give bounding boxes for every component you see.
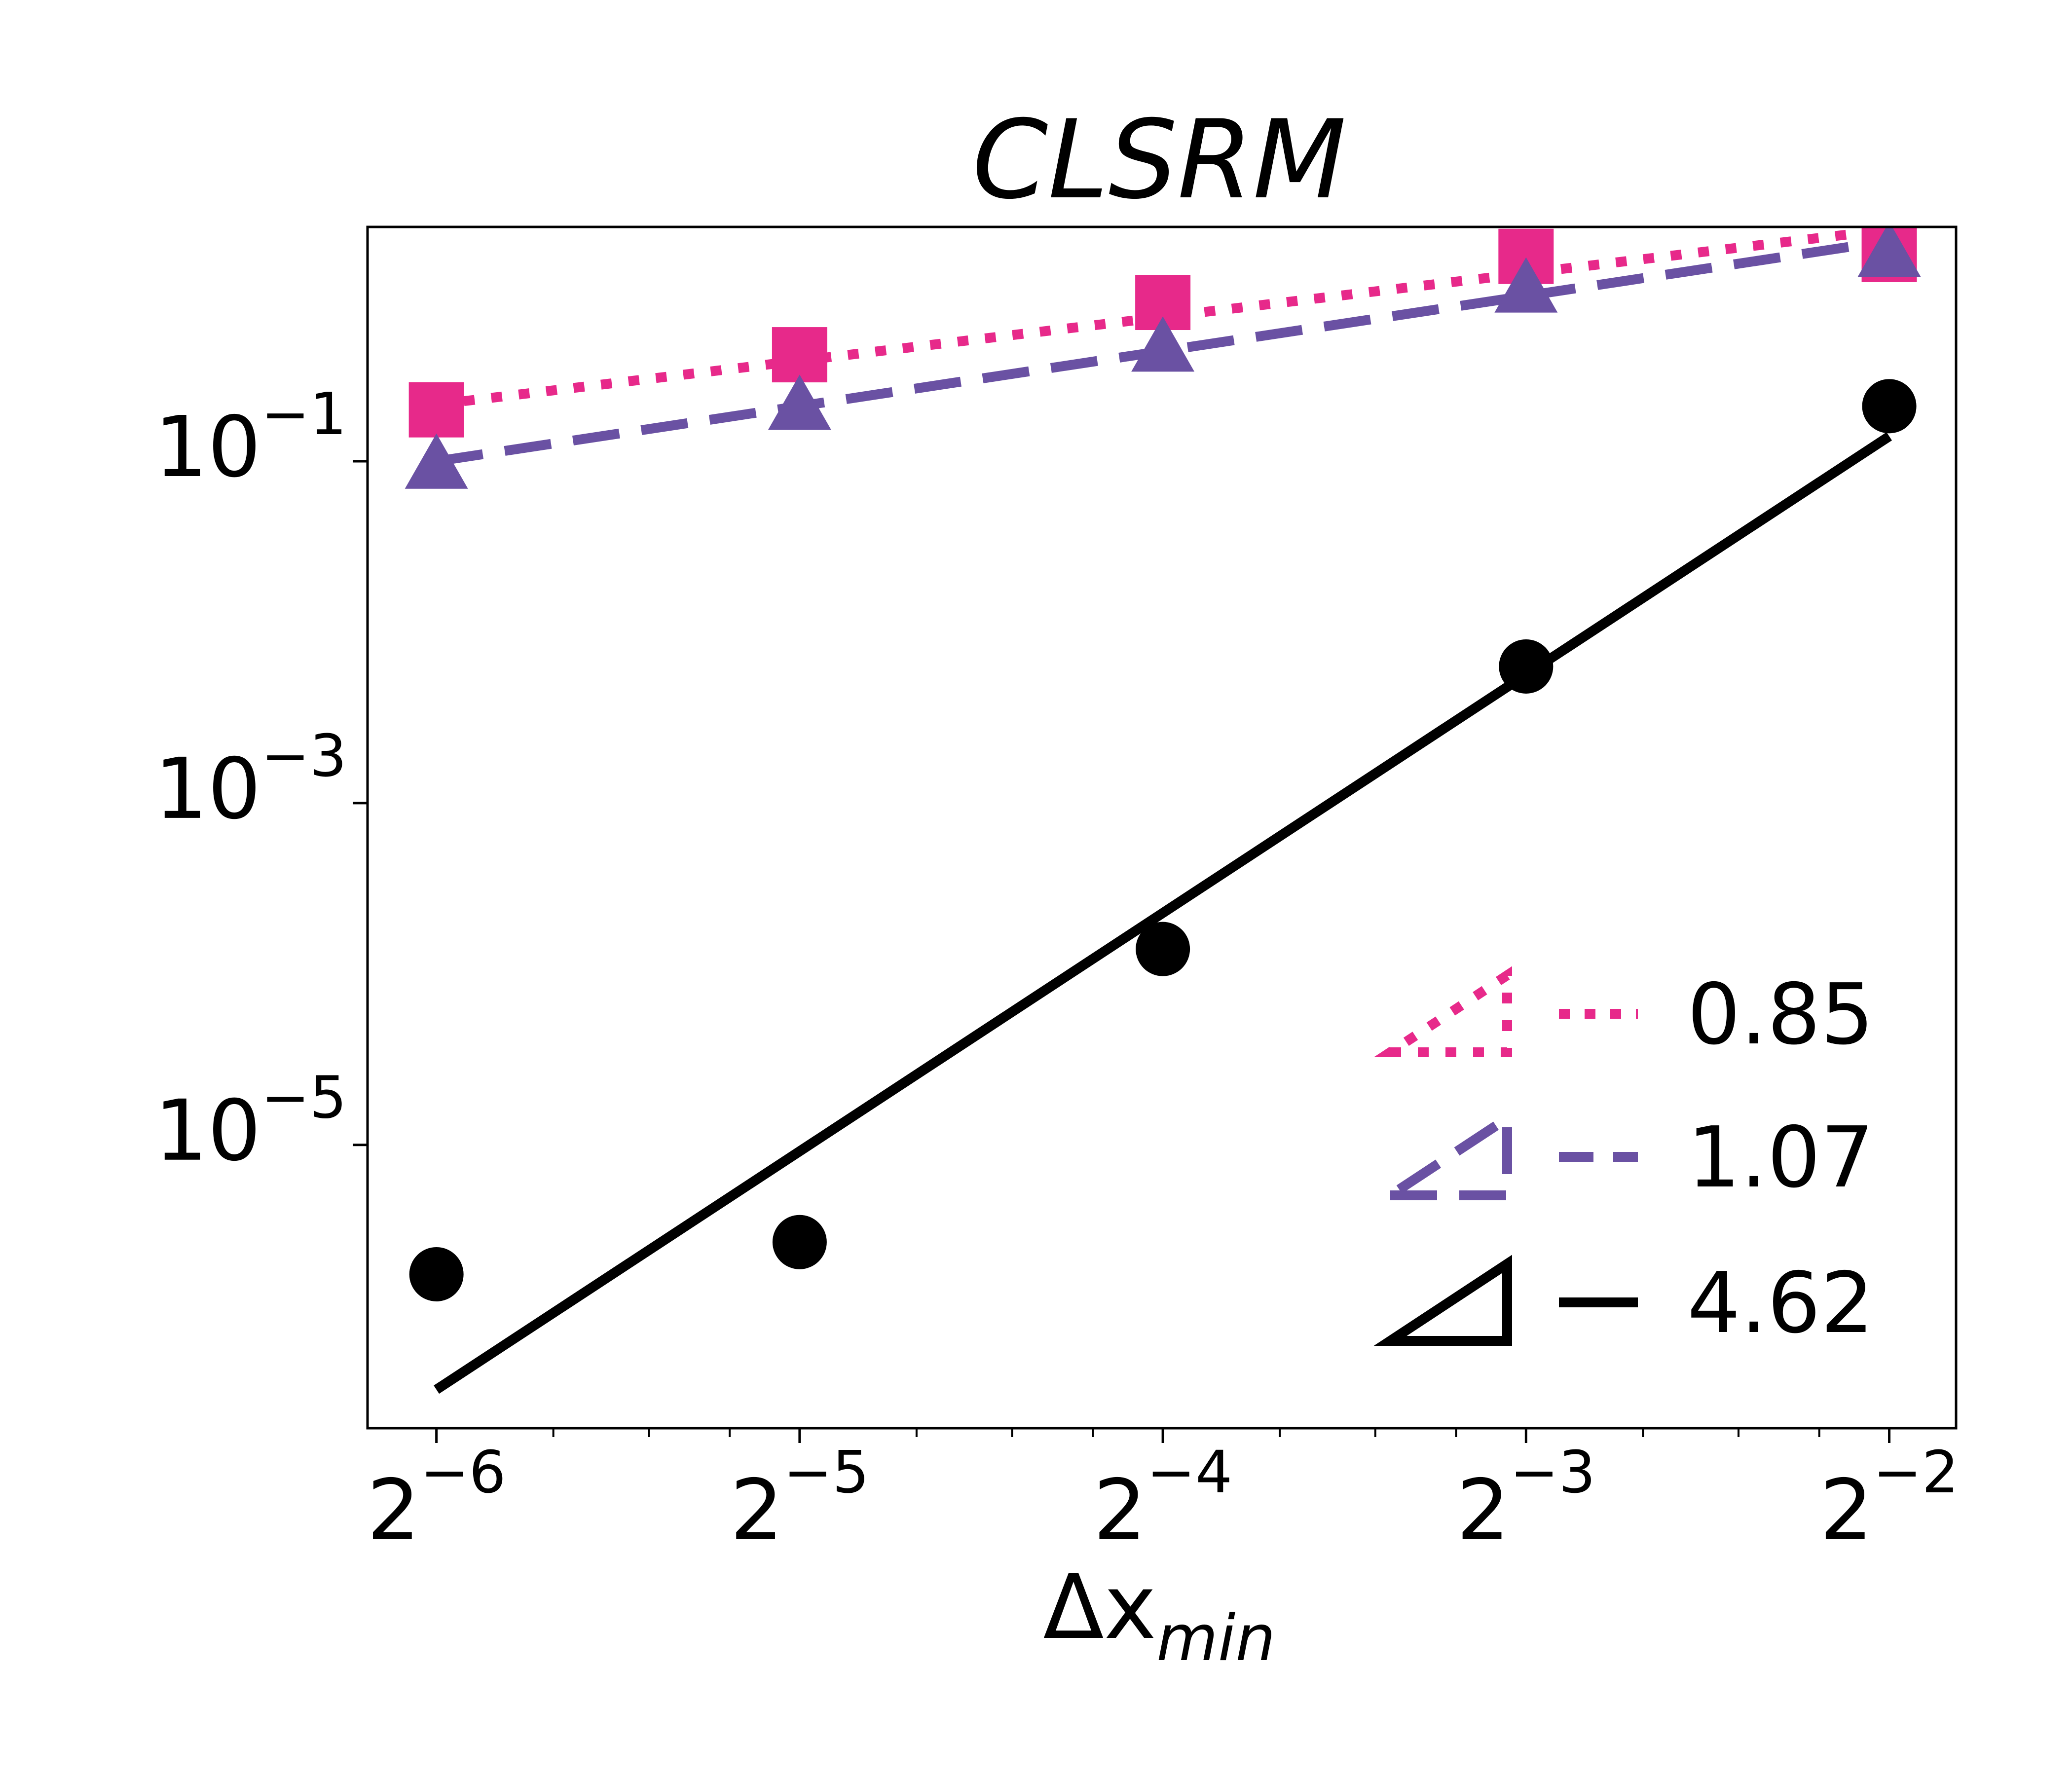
x-axis-label-base: Δx <box>1043 1556 1156 1659</box>
x-tick-exp-5: −2 <box>1873 1438 1959 1506</box>
y-tick-base-2: 10 <box>154 740 261 838</box>
x-tick-label-5: 2−2 <box>1819 1438 1959 1559</box>
purple-triangles-point-3 <box>1131 316 1195 372</box>
x-axis-label: Δxmin <box>1043 1556 1275 1675</box>
black-circles-point-3 <box>1136 922 1190 976</box>
x-tick-base-5: 2 <box>1819 1462 1873 1559</box>
pink-squares-point-1 <box>408 382 464 438</box>
x-tick-base-3: 2 <box>1093 1462 1147 1559</box>
legend-slope-triangle-1 <box>1373 966 1512 1057</box>
plot-frame <box>366 225 1958 1430</box>
axes: 2−6 2−5 2−4 2−3 2−210−110−310−5 <box>154 225 1959 1559</box>
purple-triangles-point-1 <box>405 433 468 489</box>
x-tick-base-2: 2 <box>730 1462 783 1559</box>
y-tick-base-1: 10 <box>154 399 261 496</box>
purple-triangles-point-2 <box>768 374 831 430</box>
y-tick-exp-2: −3 <box>261 722 347 790</box>
x-tick-label-3: 2−4 <box>1093 1438 1232 1559</box>
chart-title: CLSRM <box>972 97 1347 223</box>
purple-triangles-point-5 <box>1857 227 1921 277</box>
legend-label-1: 0.85 <box>1687 966 1874 1064</box>
x-tick-label-2: 2−5 <box>730 1438 869 1559</box>
legend-label-3: 4.62 <box>1687 1255 1874 1352</box>
legend-slope-triangle-2 <box>1373 1109 1512 1200</box>
y-tick-base-3: 10 <box>154 1082 261 1180</box>
x-tick-exp-4: −3 <box>1510 1438 1595 1506</box>
legend: 0.85 1.07 4.62 <box>1373 966 1874 1352</box>
legend-slope-triangle-3 <box>1373 1255 1512 1346</box>
y-tick-label-2: 10−3 <box>154 722 347 838</box>
x-tick-label-1: 2−6 <box>367 1438 506 1559</box>
x-tick-base-4: 2 <box>1456 1462 1510 1559</box>
black-circles-fit-line <box>434 432 1892 1394</box>
y-tick-exp-1: −1 <box>261 380 347 448</box>
purple-triangles-point-4 <box>1494 257 1558 313</box>
y-tick-label-3: 10−5 <box>154 1064 347 1180</box>
x-tick-base-1: 2 <box>367 1462 420 1559</box>
pink-squares-fit-line <box>436 227 1890 409</box>
x-tick-exp-1: −6 <box>420 1438 506 1506</box>
y-tick-label-1: 10−1 <box>154 380 347 496</box>
x-tick-label-4: 2−3 <box>1456 1438 1595 1559</box>
plot-area <box>405 227 1921 1394</box>
y-tick-exp-3: −5 <box>261 1064 347 1132</box>
plot-content <box>405 227 1921 1394</box>
legend-label-2: 1.07 <box>1687 1109 1874 1207</box>
x-tick-exp-3: −4 <box>1147 1438 1232 1506</box>
black-circles-point-2 <box>772 1215 827 1269</box>
black-circles-point-1 <box>409 1247 464 1301</box>
black-circles-point-4 <box>1499 639 1554 694</box>
pink-squares-point-2 <box>772 327 827 383</box>
x-axis-label-subscript: min <box>1156 1602 1275 1675</box>
black-circles-point-5 <box>1862 379 1917 434</box>
x-tick-exp-2: −5 <box>783 1438 869 1506</box>
